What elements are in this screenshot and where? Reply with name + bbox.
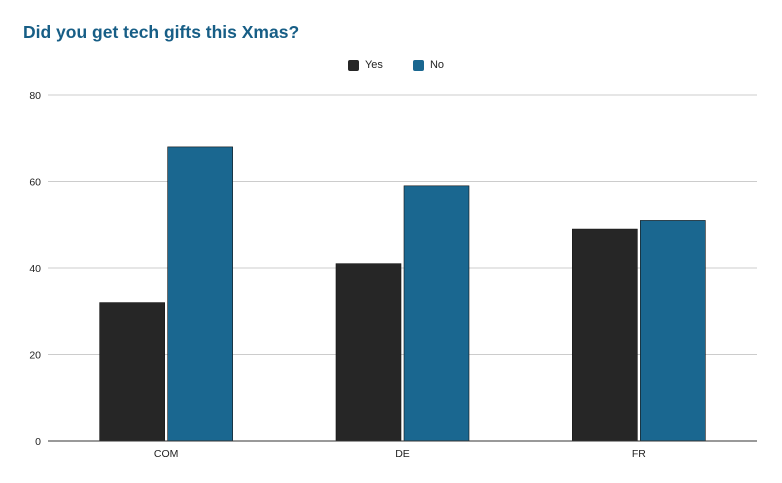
legend: Yes No [0, 59, 782, 71]
y-tick-label: 40 [29, 263, 41, 275]
legend-swatch-no [412, 59, 424, 71]
bar-no-fr [640, 220, 706, 442]
x-tick-label: COM [154, 448, 179, 460]
bar-no-com [167, 146, 233, 442]
legend-swatch-yes [347, 59, 359, 71]
bar-yes-com [99, 302, 165, 442]
bar-yes-de [335, 263, 402, 442]
chart-title: Did you get tech gifts this Xmas? [23, 22, 300, 42]
legend-item-no[interactable]: No [412, 59, 444, 71]
legend-item-yes[interactable]: Yes [347, 59, 383, 71]
x-tick-label: DE [395, 448, 410, 460]
bar-no-de [403, 185, 470, 442]
y-tick-label: 0 [35, 436, 41, 448]
legend-label-no: No [429, 59, 444, 71]
y-tick-label: 20 [29, 350, 41, 362]
bar-yes-fr [572, 228, 638, 442]
legend-label-yes: Yes [364, 59, 383, 71]
y-tick-label: 80 [29, 90, 41, 102]
x-tick-label: FR [632, 448, 646, 460]
y-tick-label: 60 [29, 177, 41, 189]
